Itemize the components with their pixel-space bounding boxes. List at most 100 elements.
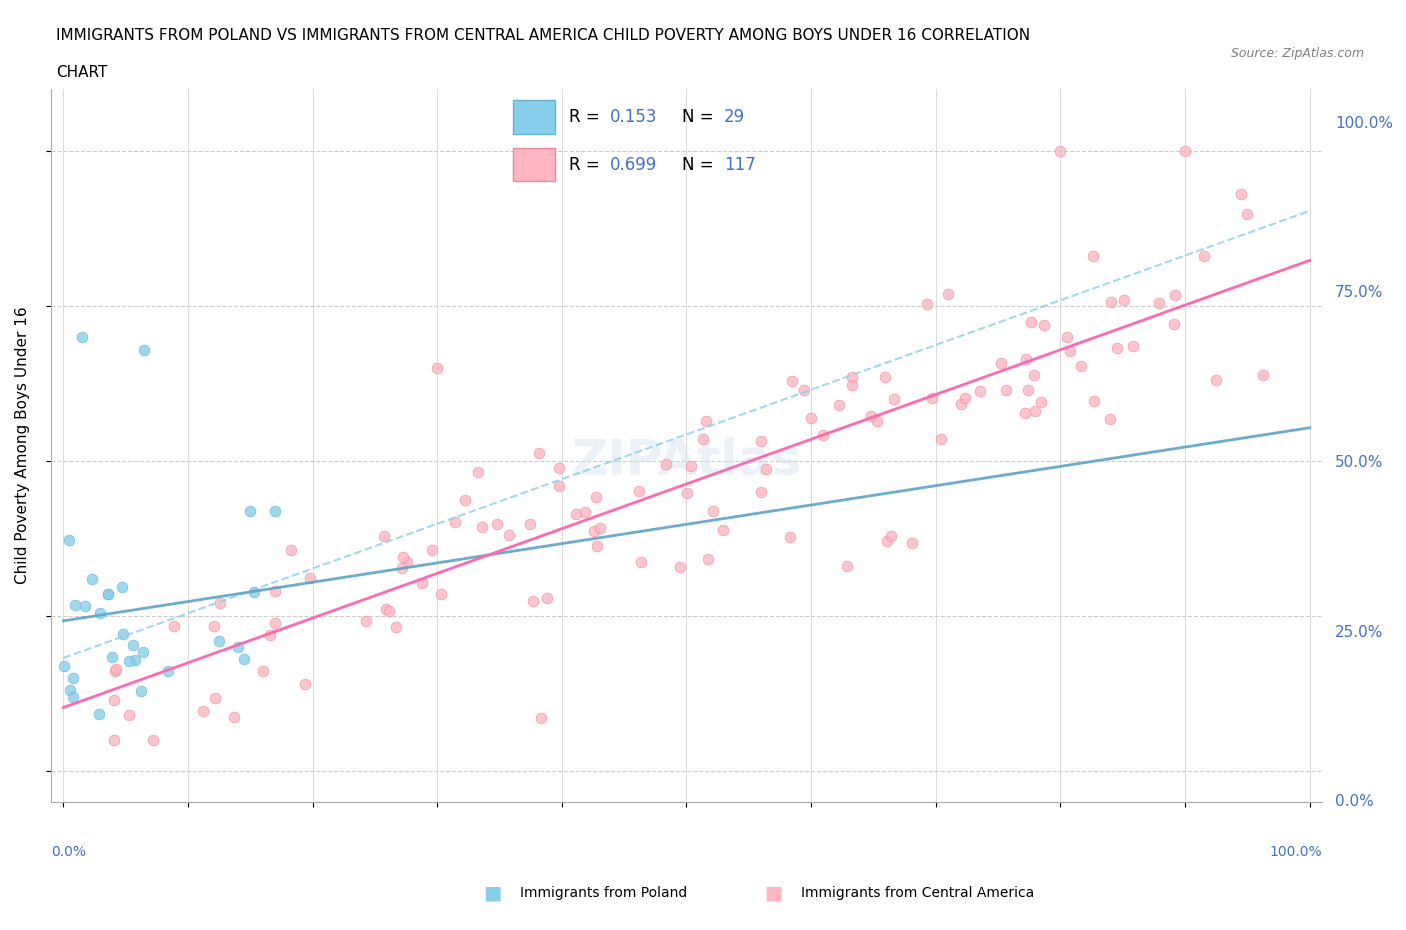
Point: [880, 529, 903, 544]
Point: [1029, 394, 1052, 409]
Point: [118, 708, 141, 723]
Point: [156, 664, 179, 679]
Point: [931, 432, 953, 446]
Point: [529, 711, 551, 725]
Point: [1253, 367, 1275, 382]
Point: [87, 707, 110, 722]
Point: [1105, 340, 1128, 355]
Point: [443, 514, 465, 529]
Text: R =: R =: [569, 108, 606, 126]
Point: [1174, 144, 1197, 159]
Point: [202, 618, 225, 633]
Point: [471, 520, 494, 535]
Text: N =: N =: [682, 155, 718, 174]
Point: [259, 627, 281, 642]
Point: [453, 492, 475, 507]
Point: [1049, 144, 1071, 159]
Point: [97, 586, 120, 601]
Text: Immigrants from Poland: Immigrants from Poland: [520, 885, 688, 900]
Point: [222, 710, 245, 724]
Point: [280, 542, 302, 557]
Text: 75.0%: 75.0%: [1334, 286, 1384, 300]
Point: [692, 432, 714, 447]
Point: [294, 677, 316, 692]
Text: 100.0%: 100.0%: [1270, 845, 1322, 859]
Point: [713, 523, 735, 538]
Point: [1083, 393, 1105, 408]
Point: [263, 616, 285, 631]
Point: [522, 593, 544, 608]
Point: [1112, 293, 1135, 308]
Point: [58, 683, 80, 698]
Point: [1205, 373, 1227, 388]
Point: [298, 571, 321, 586]
Point: [883, 392, 905, 406]
Text: 25.0%: 25.0%: [1334, 625, 1384, 640]
Point: [498, 527, 520, 542]
Point: [132, 644, 155, 659]
Point: [89, 605, 111, 620]
Point: [1230, 187, 1253, 202]
Point: [1019, 315, 1042, 330]
Point: [392, 550, 415, 565]
Text: 0.153: 0.153: [610, 108, 658, 126]
Text: N =: N =: [682, 108, 718, 126]
Point: [142, 732, 165, 747]
Point: [118, 654, 141, 669]
Text: 117: 117: [724, 155, 756, 174]
Point: [208, 633, 231, 648]
Point: [702, 503, 724, 518]
Point: [527, 445, 550, 460]
Point: [1033, 318, 1056, 333]
Point: [63, 598, 86, 613]
Point: [62, 690, 84, 705]
Point: [780, 373, 803, 388]
Point: [354, 614, 377, 629]
Text: 0.0%: 0.0%: [1334, 794, 1374, 809]
Point: [239, 503, 262, 518]
Point: [519, 516, 541, 531]
Point: [749, 433, 772, 448]
Text: 29: 29: [724, 108, 745, 126]
Point: [655, 457, 678, 472]
Point: [835, 559, 858, 574]
Point: [828, 397, 851, 412]
Point: [536, 591, 558, 605]
Point: [233, 652, 256, 667]
Point: [582, 524, 605, 538]
Point: [70, 330, 93, 345]
FancyBboxPatch shape: [513, 100, 555, 134]
Point: [681, 458, 703, 473]
Point: [104, 661, 127, 676]
Point: [1017, 382, 1039, 397]
Point: [191, 704, 214, 719]
Point: [391, 561, 413, 576]
Point: [860, 408, 883, 423]
Point: [697, 551, 720, 566]
Point: [676, 486, 699, 501]
Point: [243, 584, 266, 599]
Point: [565, 507, 588, 522]
Point: [1083, 248, 1105, 263]
Point: [264, 503, 287, 518]
Point: [103, 692, 125, 707]
Point: [226, 639, 249, 654]
Text: Source: ZipAtlas.com: Source: ZipAtlas.com: [1230, 46, 1364, 60]
Point: [486, 516, 509, 531]
Point: [1024, 404, 1046, 418]
Point: [122, 637, 145, 652]
Point: [1192, 248, 1215, 263]
Point: [1099, 295, 1122, 310]
Point: [695, 414, 717, 429]
Point: [969, 384, 991, 399]
Point: [949, 397, 972, 412]
Point: [589, 521, 612, 536]
Point: [103, 732, 125, 747]
Text: 100.0%: 100.0%: [1334, 116, 1393, 131]
Point: [876, 534, 898, 549]
Point: [813, 428, 835, 443]
Point: [755, 461, 778, 476]
Point: [800, 410, 823, 425]
Point: [378, 604, 401, 618]
Point: [921, 391, 943, 405]
